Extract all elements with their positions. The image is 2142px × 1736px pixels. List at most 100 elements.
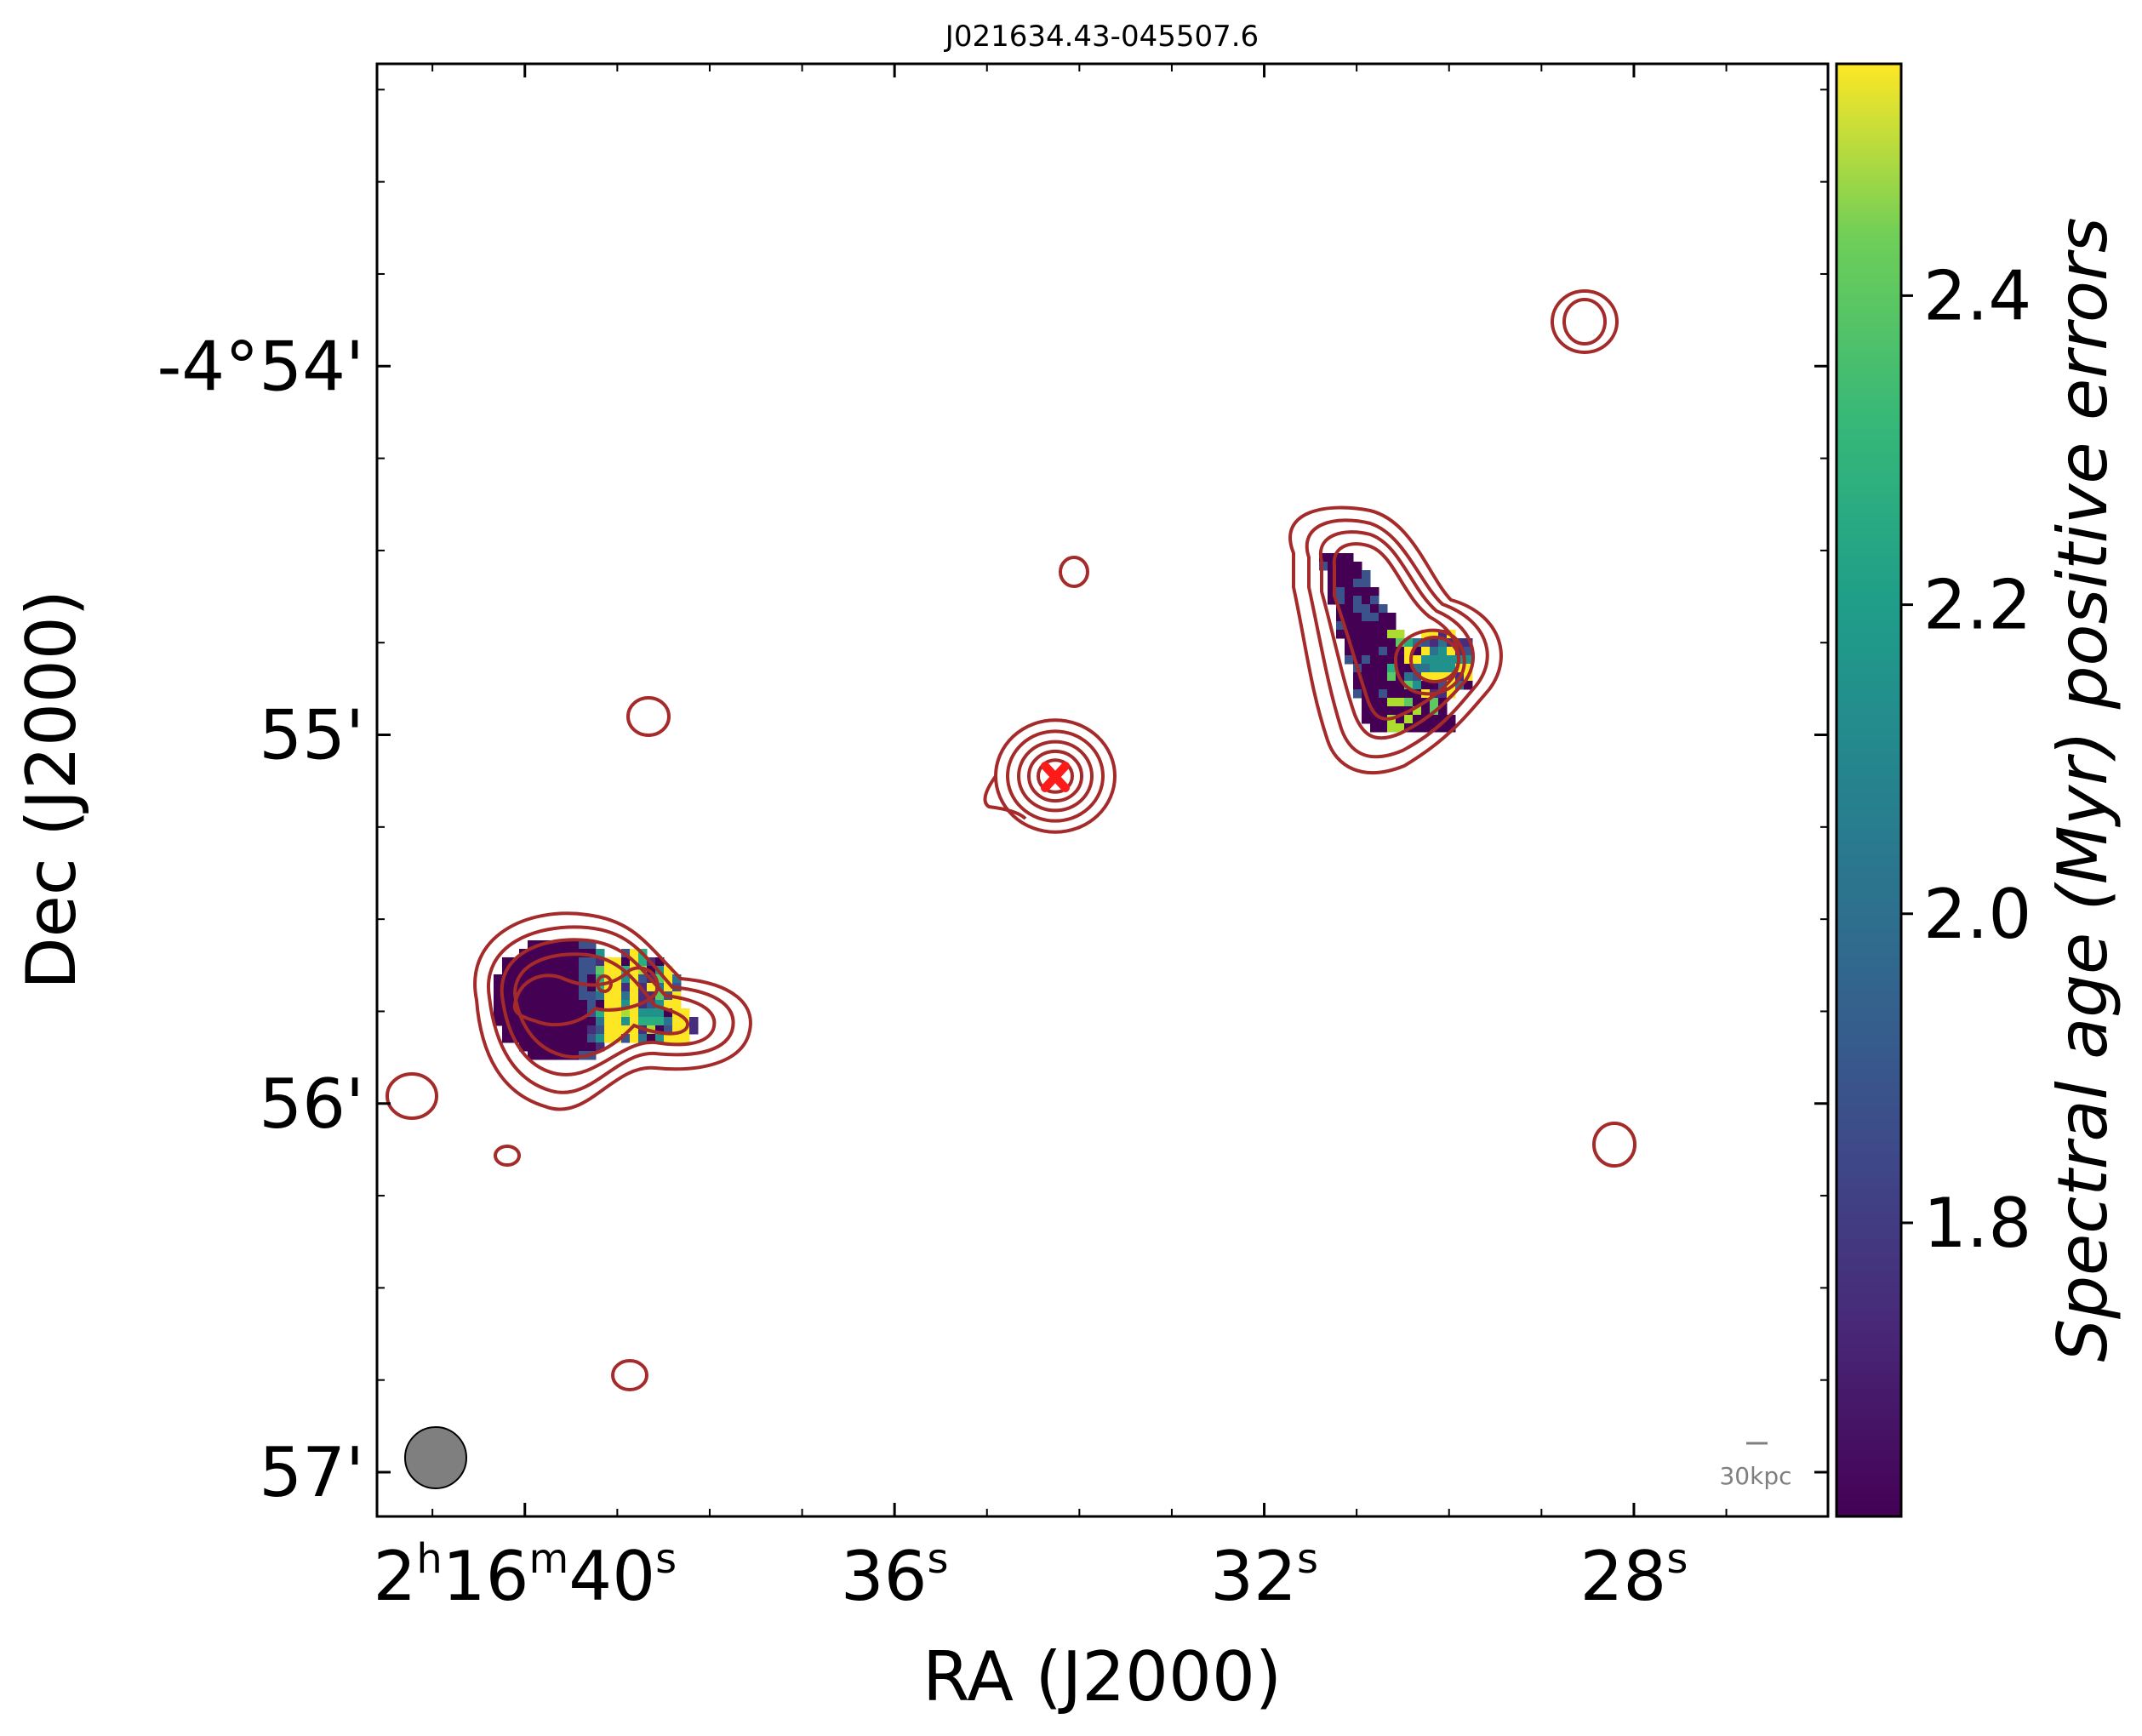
heatmap-pixel: [638, 991, 648, 1001]
x-tick-value: 28: [1580, 1537, 1667, 1616]
heatmap-pixel: [630, 1017, 639, 1026]
heatmap-pixel: [1404, 655, 1414, 665]
heatmap-pixel: [1370, 672, 1379, 682]
radio-contours: [386, 289, 1636, 1391]
heatmap-pixel: [553, 1000, 563, 1009]
heatmap-pixel: [536, 974, 545, 984]
heatmap-pixel: [494, 1008, 503, 1018]
colorbar-tick-label: 2.4: [1923, 256, 2031, 335]
heatmap-pixel: [570, 940, 580, 950]
heatmap-pixel: [579, 1008, 588, 1018]
heatmap-pixel: [562, 957, 571, 967]
heatmap-pixel: [587, 940, 597, 950]
heatmap-pixel: [1413, 681, 1422, 690]
heatmap-pixel: [1353, 621, 1362, 631]
heatmap-pixel: [587, 991, 597, 1001]
heatmap-pixel: [587, 1042, 597, 1052]
x-tick-value: 16: [443, 1537, 529, 1616]
heatmap-pixel: [1353, 655, 1362, 665]
heatmap-pixel: [621, 1017, 631, 1026]
heatmap-pixel: [545, 1051, 554, 1060]
heatmap-pixel: [664, 1008, 673, 1018]
heatmap-pixel: [502, 1025, 511, 1035]
heatmap-pixel: [1370, 630, 1379, 639]
colorbar-tick-label: 2.2: [1923, 566, 2031, 645]
heatmap-pixel: [562, 1034, 571, 1043]
heatmap-pixel: [1387, 689, 1397, 699]
heatmap-pixel: [1421, 672, 1431, 682]
heatmap-pixel: [1421, 647, 1431, 656]
heatmap-pixel: [494, 1000, 503, 1009]
heatmap-pixel: [1362, 647, 1371, 656]
heatmap-pixel: [1336, 596, 1345, 605]
heatmap-pixel: [664, 974, 673, 984]
heatmap-pixel: [570, 991, 580, 1001]
heatmap-pixel: [647, 1017, 656, 1026]
heatmap-pixel: [604, 991, 614, 1001]
y-tick-label: 55': [259, 696, 364, 775]
heatmap-pixel: [621, 974, 631, 984]
heatmap-pixel: [1379, 604, 1388, 614]
heatmap-pixel: [553, 1025, 563, 1035]
heatmap-pixel: [1387, 681, 1397, 690]
heatmap-pixel: [1447, 664, 1456, 673]
heatmap-pixel: [1464, 638, 1473, 648]
contour-left-lobe-peak: [596, 974, 613, 993]
heatmap-pixel: [655, 991, 665, 1001]
heatmap-pixel: [596, 957, 605, 967]
heatmap-pixel: [1430, 647, 1439, 656]
heatmap-pixel: [672, 1017, 682, 1026]
heatmap-pixel: [1438, 638, 1448, 648]
heatmap-pixel: [511, 1017, 520, 1026]
heatmap-pixel: [1370, 587, 1379, 597]
heatmap-pixel: [1370, 613, 1379, 622]
beam-ellipse: [404, 1426, 467, 1489]
heatmap-pixel: [1421, 664, 1431, 673]
heatmap-pixel: [587, 974, 597, 984]
heatmap-pixel: [528, 1025, 537, 1035]
heatmap-pixel: [630, 1025, 639, 1035]
heatmap-pixel: [494, 974, 503, 984]
heatmap-pixel: [596, 1000, 605, 1009]
heatmap-pixel: [664, 1025, 673, 1035]
heatmap-pixel: [536, 1008, 545, 1018]
heatmap-pixel: [1362, 681, 1371, 690]
heatmap-pixel: [579, 1000, 588, 1009]
heatmap-pixel: [545, 957, 554, 967]
contour-right-lobe: [1318, 530, 1475, 740]
heatmap-pixel: [579, 1017, 588, 1026]
heatmap-pixel: [1396, 647, 1405, 656]
y-axis-label: Dec (J2000): [12, 590, 91, 990]
y-tick-label: -4°54': [157, 327, 364, 406]
heatmap-pixel: [1438, 630, 1448, 639]
heatmap-pixel: [613, 1017, 622, 1026]
heatmap-pixel: [570, 983, 580, 992]
heatmap-pixel: [1387, 638, 1397, 648]
contour-left-lobe: [473, 911, 752, 1111]
heatmap-pixel: [638, 1008, 648, 1018]
heatmap-pixel: [1353, 630, 1362, 639]
heatmap-pixel: [1353, 579, 1362, 588]
heatmap-pixel: [1404, 672, 1414, 682]
heatmap-pixel: [1430, 698, 1439, 707]
heatmap-pixel: [511, 1008, 520, 1018]
heatmap-pixel: [621, 1008, 631, 1018]
heatmap-pixel: [1345, 655, 1354, 665]
heatmap-pixel: [1362, 698, 1371, 707]
heatmap-pixel: [1404, 664, 1414, 673]
heatmap-pixel: [587, 966, 597, 975]
heatmap-pixel: [1379, 613, 1388, 622]
contour-isolated: [1059, 556, 1089, 588]
heatmap-pixel: [1353, 562, 1362, 571]
heatmap-pixel: [655, 957, 665, 967]
x-tick-unit: s: [1297, 1535, 1318, 1583]
axis-ticks: [377, 64, 1828, 1516]
heatmap-pixel: [1430, 715, 1439, 724]
heatmap-pixel: [519, 991, 528, 1001]
heatmap-pixel: [1421, 706, 1431, 716]
heatmap-pixel: [1464, 655, 1473, 665]
heatmap-pixel: [1387, 630, 1397, 639]
contour-isolated: [626, 696, 671, 737]
contour-core-tail: [983, 774, 1027, 820]
